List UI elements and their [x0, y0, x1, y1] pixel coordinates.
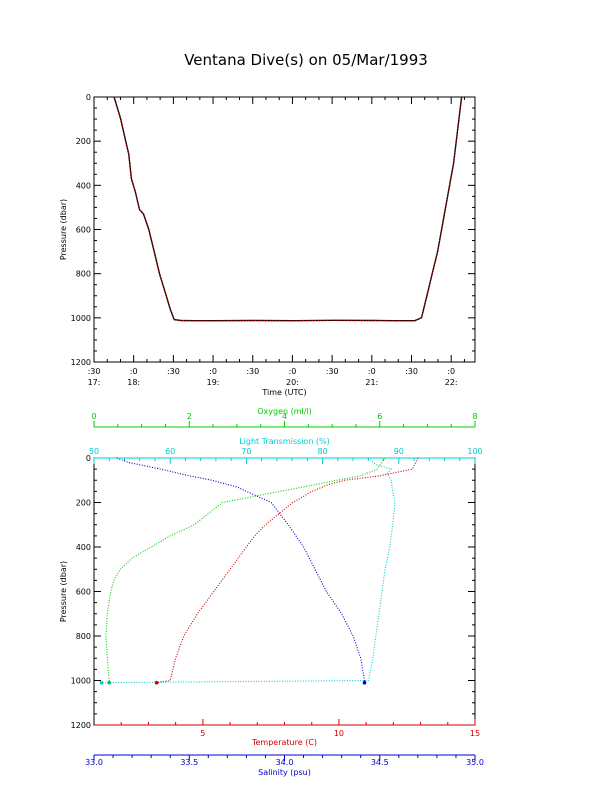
dive-track-line [113, 96, 463, 322]
y-tick-label: 400 [76, 543, 91, 552]
oxygen-tick-label: 8 [472, 412, 477, 421]
transmission-tick-label: 50 [89, 447, 99, 456]
x-tick-label-top: :0 [209, 367, 217, 376]
transmission-profile-end-point [99, 680, 104, 685]
x-axis-label: Time (UTC) [261, 388, 306, 397]
y-tick-label: 200 [76, 137, 91, 146]
oxygen-profile-end-point [107, 680, 111, 685]
y-tick-label: 800 [76, 632, 91, 641]
y-tick-label: 0 [86, 93, 91, 102]
x-tick-label-top: :0 [368, 367, 376, 376]
salinity-tick-label: 34.0 [276, 758, 294, 767]
salinity-tick-label: 35.0 [466, 758, 484, 767]
y-tick-label: 1000 [71, 677, 91, 686]
oxygen-profile-line [105, 457, 385, 683]
x-tick-label-bottom: 21: [365, 378, 378, 387]
temperature-tick-label: 15 [470, 729, 480, 738]
x-tick-label-top: :0 [447, 367, 455, 376]
x-tick-label-top: :30 [88, 367, 101, 376]
figure-title: Ventana Dive(s) on 05/Mar/1993 [184, 51, 428, 69]
transmission-tick-label: 100 [467, 447, 482, 456]
x-tick-label-bottom: 18: [127, 378, 140, 387]
salinity-tick-label: 33.0 [85, 758, 103, 767]
y-tick-label: 600 [76, 588, 91, 597]
oxygen-tick-label: 6 [377, 412, 382, 421]
y-tick-label: 1200 [71, 721, 91, 730]
temperature-axis-label: Temperature (C) [251, 738, 317, 747]
transmission-tick-label: 60 [165, 447, 175, 456]
transmission-axis-label: Light Transmission (%) [239, 437, 330, 446]
y-tick-label: 1200 [71, 358, 91, 367]
x-tick-label-top: :0 [130, 367, 138, 376]
plot-frame [93, 96, 476, 363]
y-tick-label: 1000 [71, 314, 91, 323]
x-tick-label-top: :0 [289, 367, 297, 376]
oxygen-tick-label: 2 [187, 412, 192, 421]
dive-time-chart: 020040060080010001200:3017::018::30:019:… [59, 93, 476, 397]
x-tick-label-bottom: 17: [88, 378, 101, 387]
temperature-tick-label: 5 [200, 729, 205, 738]
transmission-profile-line [101, 457, 396, 684]
temperature-profile-end-point [154, 680, 159, 685]
y-axis-label: Pressure (dbar) [59, 561, 68, 622]
salinity-axis-label: Salinity (psu) [258, 768, 311, 777]
oxygen-tick-label: 0 [91, 412, 96, 421]
salinity-profile-line [116, 457, 366, 683]
temperature-tick-label: 10 [334, 729, 344, 738]
y-tick-label: 800 [76, 270, 91, 279]
x-tick-label-top: :30 [246, 367, 259, 376]
transmission-tick-label: 90 [394, 447, 404, 456]
ctd-profile-chart: 0 200 400 600 800 1000 1200 Pressure (dbar) 0 2 4 6… [59, 407, 484, 777]
x-tick-label-bottom: 22: [445, 378, 458, 387]
x-tick-label-top: :30 [326, 367, 339, 376]
temperature-profile-line [156, 457, 419, 684]
oxygen-tick-label: 4 [282, 412, 287, 421]
salinity-tick-label: 34.5 [371, 758, 389, 767]
y-tick-label: 400 [76, 181, 91, 190]
x-tick-label-bottom: 19: [207, 378, 220, 387]
x-tick-label-top: :30 [405, 367, 418, 376]
y-tick-label: 0 [86, 454, 91, 463]
x-tick-label-bottom: 20: [286, 378, 299, 387]
salinity-profile-end-point [362, 680, 367, 685]
y-axis-label: Pressure (dbar) [59, 199, 68, 260]
transmission-tick-label: 80 [318, 447, 328, 456]
y-tick-label: 600 [76, 226, 91, 235]
transmission-tick-label: 70 [241, 447, 251, 456]
y-tick-label: 200 [76, 499, 91, 508]
plot-frame [93, 457, 476, 726]
oxygen-axis-label: Oxygen (ml/l) [257, 407, 312, 416]
salinity-tick-label: 33.5 [180, 758, 198, 767]
dive-track-shadow [113, 96, 463, 322]
x-tick-label-top: :30 [167, 367, 180, 376]
